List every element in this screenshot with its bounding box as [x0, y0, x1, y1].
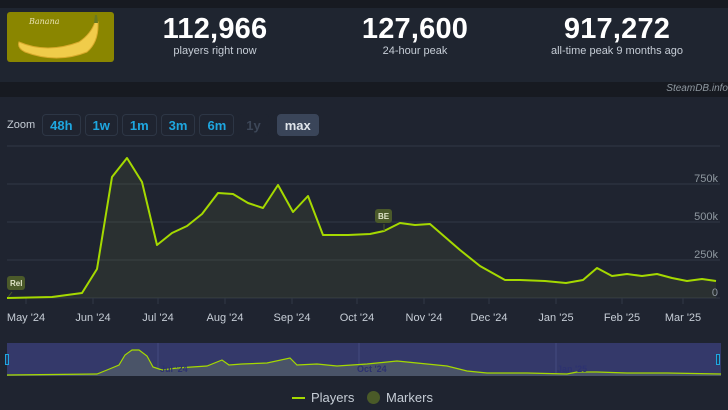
- be-marker[interactable]: BE: [375, 209, 393, 223]
- navigator-chart: [7, 343, 721, 376]
- x-tick-label: Aug '24: [206, 312, 244, 324]
- all-time-peak-value: 917,272: [563, 13, 671, 45]
- x-tick-label: Feb '25: [603, 312, 641, 324]
- game-cover-image[interactable]: Banana: [7, 12, 114, 62]
- zoom-48h-button[interactable]: 48h: [42, 114, 81, 136]
- peak-24h-stat: 127,600 24-hour peak: [355, 14, 475, 57]
- x-tick-label: Nov '24: [405, 312, 443, 324]
- x-ticks: [25, 298, 684, 304]
- steamdb-credit-link[interactable]: SteamDB.info: [666, 83, 728, 94]
- y-tick-0: 0: [711, 287, 718, 299]
- x-tick-label: Mar '25: [664, 312, 702, 324]
- zoom-1m-button[interactable]: 1m: [121, 114, 157, 136]
- zoom-6m-button[interactable]: 6m: [199, 114, 235, 136]
- players-line: [6, 157, 717, 299]
- gridlines: [7, 145, 720, 299]
- sub-bar: [0, 82, 728, 97]
- navigator-label: Oct '24: [357, 364, 387, 374]
- zoom-max-button[interactable]: max: [276, 114, 319, 136]
- banana-icon: [18, 15, 99, 59]
- players-line-chart[interactable]: [0, 140, 728, 310]
- navigator-label: Jan '25: [557, 364, 588, 374]
- zoom-3m-button[interactable]: 3m: [160, 114, 196, 136]
- x-tick-label: Jan '25: [538, 312, 574, 324]
- legend-markers-label: Markers: [386, 390, 433, 405]
- zoom-1w-button[interactable]: 1w: [84, 114, 118, 136]
- all-time-peak-stat: 917,272 all-time peak 9 months ago: [537, 14, 697, 57]
- x-tick-label: Sep '24: [273, 312, 311, 324]
- x-tick-label: May '24: [6, 312, 46, 324]
- markers-dot-icon: [367, 391, 380, 404]
- cover-title: Banana: [29, 17, 60, 26]
- zoom-controls: Zoom 48h 1w 1m 3m 6m 1y max: [7, 113, 319, 137]
- x-tick-label: Jun '24: [75, 312, 111, 324]
- navigator-right-handle[interactable]: [716, 354, 720, 365]
- x-tick-label: Oct '24: [339, 312, 375, 324]
- x-tick-label: Jul '24: [142, 312, 174, 324]
- peak-24h-value: 127,600: [361, 13, 469, 45]
- current-players-stat: 112,966 players right now: [155, 14, 275, 57]
- peak-24h-label: 24-hour peak: [382, 45, 448, 57]
- zoom-label: Zoom: [7, 119, 36, 131]
- stats-header: [0, 8, 728, 82]
- x-tick-label: Dec '24: [470, 312, 508, 324]
- navigator-label: Jul '24: [160, 364, 188, 374]
- legend-players-label: Players: [311, 390, 355, 405]
- zoom-1y-button[interactable]: 1y: [238, 114, 269, 136]
- y-tick-500k: 500k: [694, 211, 718, 223]
- y-tick-250k: 250k: [694, 249, 718, 261]
- navigator-left-handle[interactable]: [5, 354, 9, 365]
- current-players-label: players right now: [173, 45, 257, 57]
- legend-players[interactable]: Players: [292, 390, 354, 405]
- all-time-peak-label: all-time peak 9 months ago: [550, 45, 684, 57]
- top-strip: [0, 0, 728, 8]
- legend-markers[interactable]: Markers: [367, 390, 433, 405]
- y-tick-750k: 750k: [694, 173, 718, 185]
- release-marker[interactable]: Rel: [7, 276, 26, 290]
- current-players-value: 112,966: [162, 13, 268, 45]
- players-area: [7, 158, 716, 298]
- players-line-icon: [292, 396, 305, 399]
